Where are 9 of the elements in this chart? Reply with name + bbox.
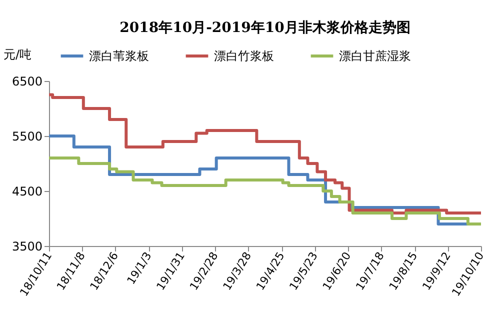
legend-label: 漂白甘蔗湿浆: [339, 49, 411, 63]
y-tick-label: 5500: [12, 130, 42, 144]
legend-label: 漂白竹浆板: [214, 49, 274, 63]
y-tick-label: 4500: [12, 184, 42, 198]
chart-title: 2018年10月-2019年10月非木浆价格走势图: [120, 20, 410, 36]
legend-label: 漂白苇浆板: [89, 49, 149, 63]
y-axis-title: 元/吨: [4, 48, 32, 62]
y-tick-label: 3500: [12, 240, 42, 254]
y-tick-label: 6500: [12, 74, 42, 88]
